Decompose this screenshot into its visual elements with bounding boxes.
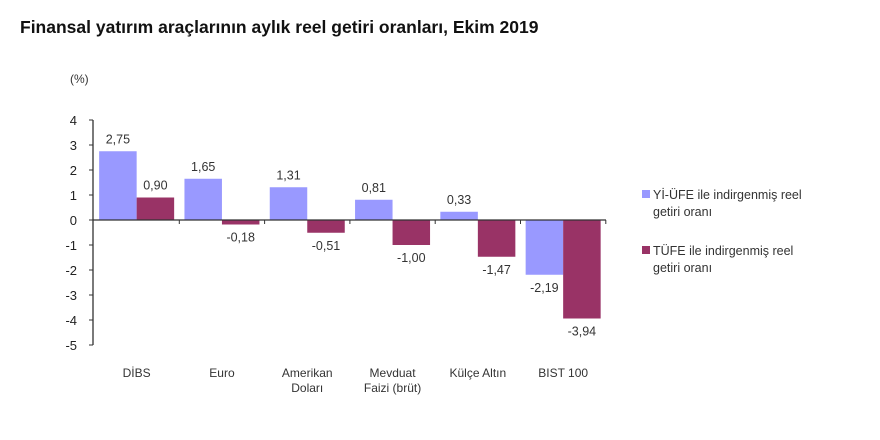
data-label: 1,65 bbox=[191, 160, 215, 174]
data-label: 2,75 bbox=[106, 132, 130, 146]
data-label: -0,18 bbox=[226, 231, 255, 245]
data-label: 0,81 bbox=[362, 181, 386, 195]
bar-tufe bbox=[563, 220, 601, 319]
y-axis-unit-label: (%) bbox=[70, 72, 89, 86]
y-tick-label: 4 bbox=[70, 113, 77, 128]
bar-yiufe bbox=[184, 178, 222, 220]
bar-yiufe bbox=[525, 220, 564, 275]
y-tick-label: 3 bbox=[70, 138, 77, 153]
x-category-label: Amerikan bbox=[282, 366, 333, 380]
legend-label-yiufe-line1: Yİ-ÜFE ile indirgenmiş reel bbox=[653, 188, 802, 202]
legend-swatch-tufe bbox=[642, 246, 650, 254]
bar-yiufe bbox=[269, 187, 308, 220]
bar-tufe bbox=[221, 220, 260, 225]
data-label: -1,47 bbox=[482, 263, 511, 277]
x-category-label: Külçe Altın bbox=[449, 366, 506, 380]
bar-tufe bbox=[392, 220, 431, 245]
x-category-label: DİBS bbox=[123, 366, 151, 380]
legend-item-tufe: TÜFE ile indirgenmiş reel getiri oranı bbox=[642, 243, 793, 277]
x-category-label: BIST 100 bbox=[538, 366, 588, 380]
x-category-label: Mevduat bbox=[370, 366, 417, 380]
y-tick-label: -3 bbox=[65, 288, 77, 303]
y-tick-label: 0 bbox=[70, 213, 77, 228]
x-category-label: Doları bbox=[291, 381, 323, 395]
data-label: -0,51 bbox=[312, 239, 341, 253]
x-category-label: Euro bbox=[209, 366, 235, 380]
legend-item-yiufe: Yİ-ÜFE ile indirgenmiş reel getiri oranı bbox=[642, 187, 802, 221]
bar-yiufe bbox=[355, 199, 393, 220]
legend-label-tufe-line2: getiri oranı bbox=[653, 261, 713, 275]
legend-label-tufe-line1: TÜFE ile indirgenmiş reel bbox=[653, 244, 794, 258]
y-tick-label: 1 bbox=[70, 188, 77, 203]
bar-tufe bbox=[477, 220, 516, 257]
data-label: 0,33 bbox=[447, 193, 471, 207]
x-category-label: Faizi (brüt) bbox=[364, 381, 421, 395]
legend-swatch-yiufe bbox=[642, 190, 650, 198]
data-label: 0,90 bbox=[143, 179, 167, 193]
bar-tufe bbox=[136, 197, 175, 220]
y-tick-label: -1 bbox=[65, 238, 77, 253]
y-tick-label: 2 bbox=[70, 163, 77, 178]
data-label: -1,00 bbox=[397, 251, 426, 265]
bar-tufe bbox=[307, 220, 345, 233]
bar-yiufe bbox=[99, 151, 137, 220]
bar-yiufe bbox=[440, 211, 478, 220]
chart-title: Finansal yatırım araçlarının aylık reel … bbox=[20, 17, 539, 37]
y-tick-label: -2 bbox=[65, 263, 77, 278]
y-tick-label: -4 bbox=[65, 313, 77, 328]
data-label: -2,19 bbox=[530, 281, 559, 295]
y-tick-label: -5 bbox=[65, 338, 77, 353]
data-label: -3,94 bbox=[568, 325, 597, 339]
data-label: 1,31 bbox=[276, 168, 300, 182]
legend-label-yiufe-line2: getiri oranı bbox=[653, 205, 713, 219]
